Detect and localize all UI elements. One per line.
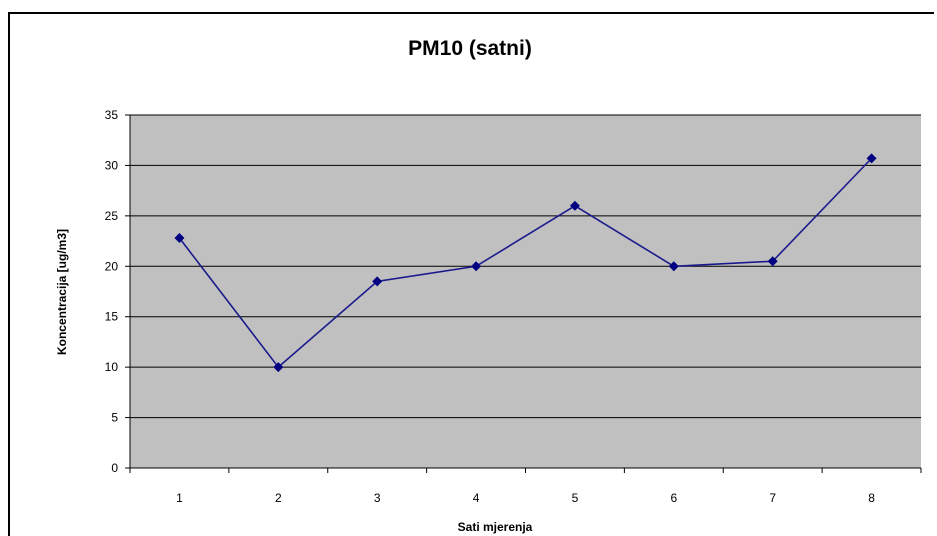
- y-tick-label: 35: [105, 108, 119, 122]
- data-point: [372, 276, 383, 287]
- x-tick-label: 5: [572, 491, 579, 505]
- data-point: [273, 362, 284, 373]
- x-tick-label: 6: [670, 491, 677, 505]
- chart-title: PM10 (satni): [408, 37, 532, 60]
- x-tick-label: 1: [176, 491, 183, 505]
- series-line: [178, 157, 873, 369]
- x-tick-label: 4: [473, 491, 480, 505]
- y-tick-label: 30: [105, 158, 119, 172]
- y-tick-label: 5: [111, 411, 118, 425]
- plot-area: [130, 115, 921, 468]
- y-tick-label: 25: [105, 209, 119, 223]
- x-tick-label: 3: [374, 491, 381, 505]
- data-point: [174, 233, 185, 244]
- y-tick-label: 10: [105, 360, 119, 374]
- y-tick-label: 15: [105, 310, 119, 324]
- data-point: [569, 200, 580, 211]
- y-tick-label: 20: [105, 259, 119, 273]
- x-tick-label: 8: [868, 491, 875, 505]
- y-axis-label: Koncentracija [ug/m3]: [55, 229, 69, 355]
- x-tick-label: 7: [769, 491, 776, 505]
- y-tick-label: 0: [111, 461, 118, 475]
- data-point: [668, 261, 679, 272]
- x-tick-label: 2: [275, 491, 282, 505]
- data-point: [866, 153, 877, 164]
- x-axis-label: Sati mjerenja: [458, 520, 533, 534]
- data-point: [767, 256, 778, 267]
- data-point: [471, 261, 482, 272]
